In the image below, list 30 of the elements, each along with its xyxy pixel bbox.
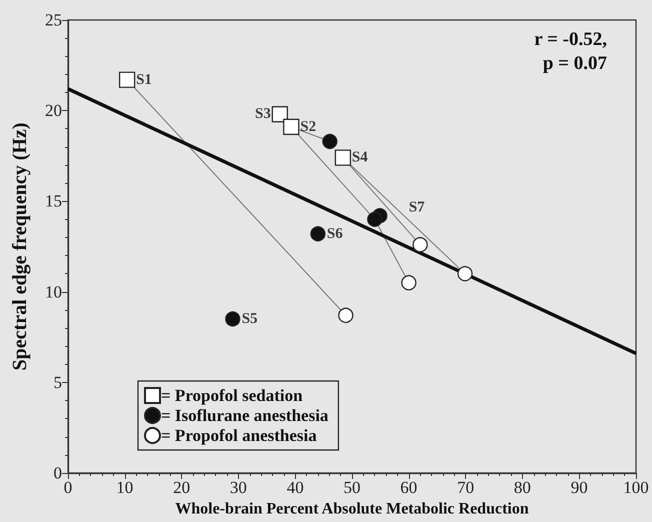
- x-tick-label: 50: [344, 478, 360, 497]
- x-tick-label: 100: [623, 478, 649, 497]
- x-tick-label: 60: [400, 478, 418, 497]
- y-tick-label: 20: [45, 101, 62, 120]
- x-axis-title: Whole-brain Percent Absolute Metabolic Reduction: [175, 500, 529, 518]
- x-tick-label: 90: [570, 478, 588, 497]
- annotation: S6: [326, 226, 344, 242]
- annotation: p = 0.07: [542, 53, 608, 74]
- y-tick-label: 5: [54, 372, 62, 392]
- annotation: S2: [300, 118, 316, 135]
- annotation: r = -0.52,: [534, 29, 608, 50]
- legend-label: = Isoflurane anesthesia: [161, 406, 329, 425]
- y-axis-title: Spectral edge frequency (Hz): [9, 122, 31, 370]
- x-tick-label: 20: [173, 478, 190, 497]
- annotation: S1: [136, 72, 152, 88]
- x-tick-label: 80: [514, 478, 531, 497]
- legend-label: = Propofol anesthesia: [161, 426, 318, 445]
- annotation: S5: [242, 310, 258, 327]
- x-tick-label: 70: [457, 478, 474, 497]
- x-tick-label: 30: [230, 478, 247, 497]
- legend-label: = Propofol sedation: [161, 386, 304, 405]
- annotation: S4: [352, 150, 368, 166]
- y-tick-label: 0: [54, 464, 62, 482]
- y-tick-label: 25: [45, 10, 62, 30]
- x-tick-label: 40: [286, 478, 304, 497]
- annotation: S3: [255, 106, 271, 122]
- x-tick-label: 10: [116, 478, 134, 497]
- y-tick-label: 15: [45, 192, 62, 211]
- annotation: S7: [408, 200, 426, 216]
- y-tick-label: 10: [45, 282, 62, 302]
